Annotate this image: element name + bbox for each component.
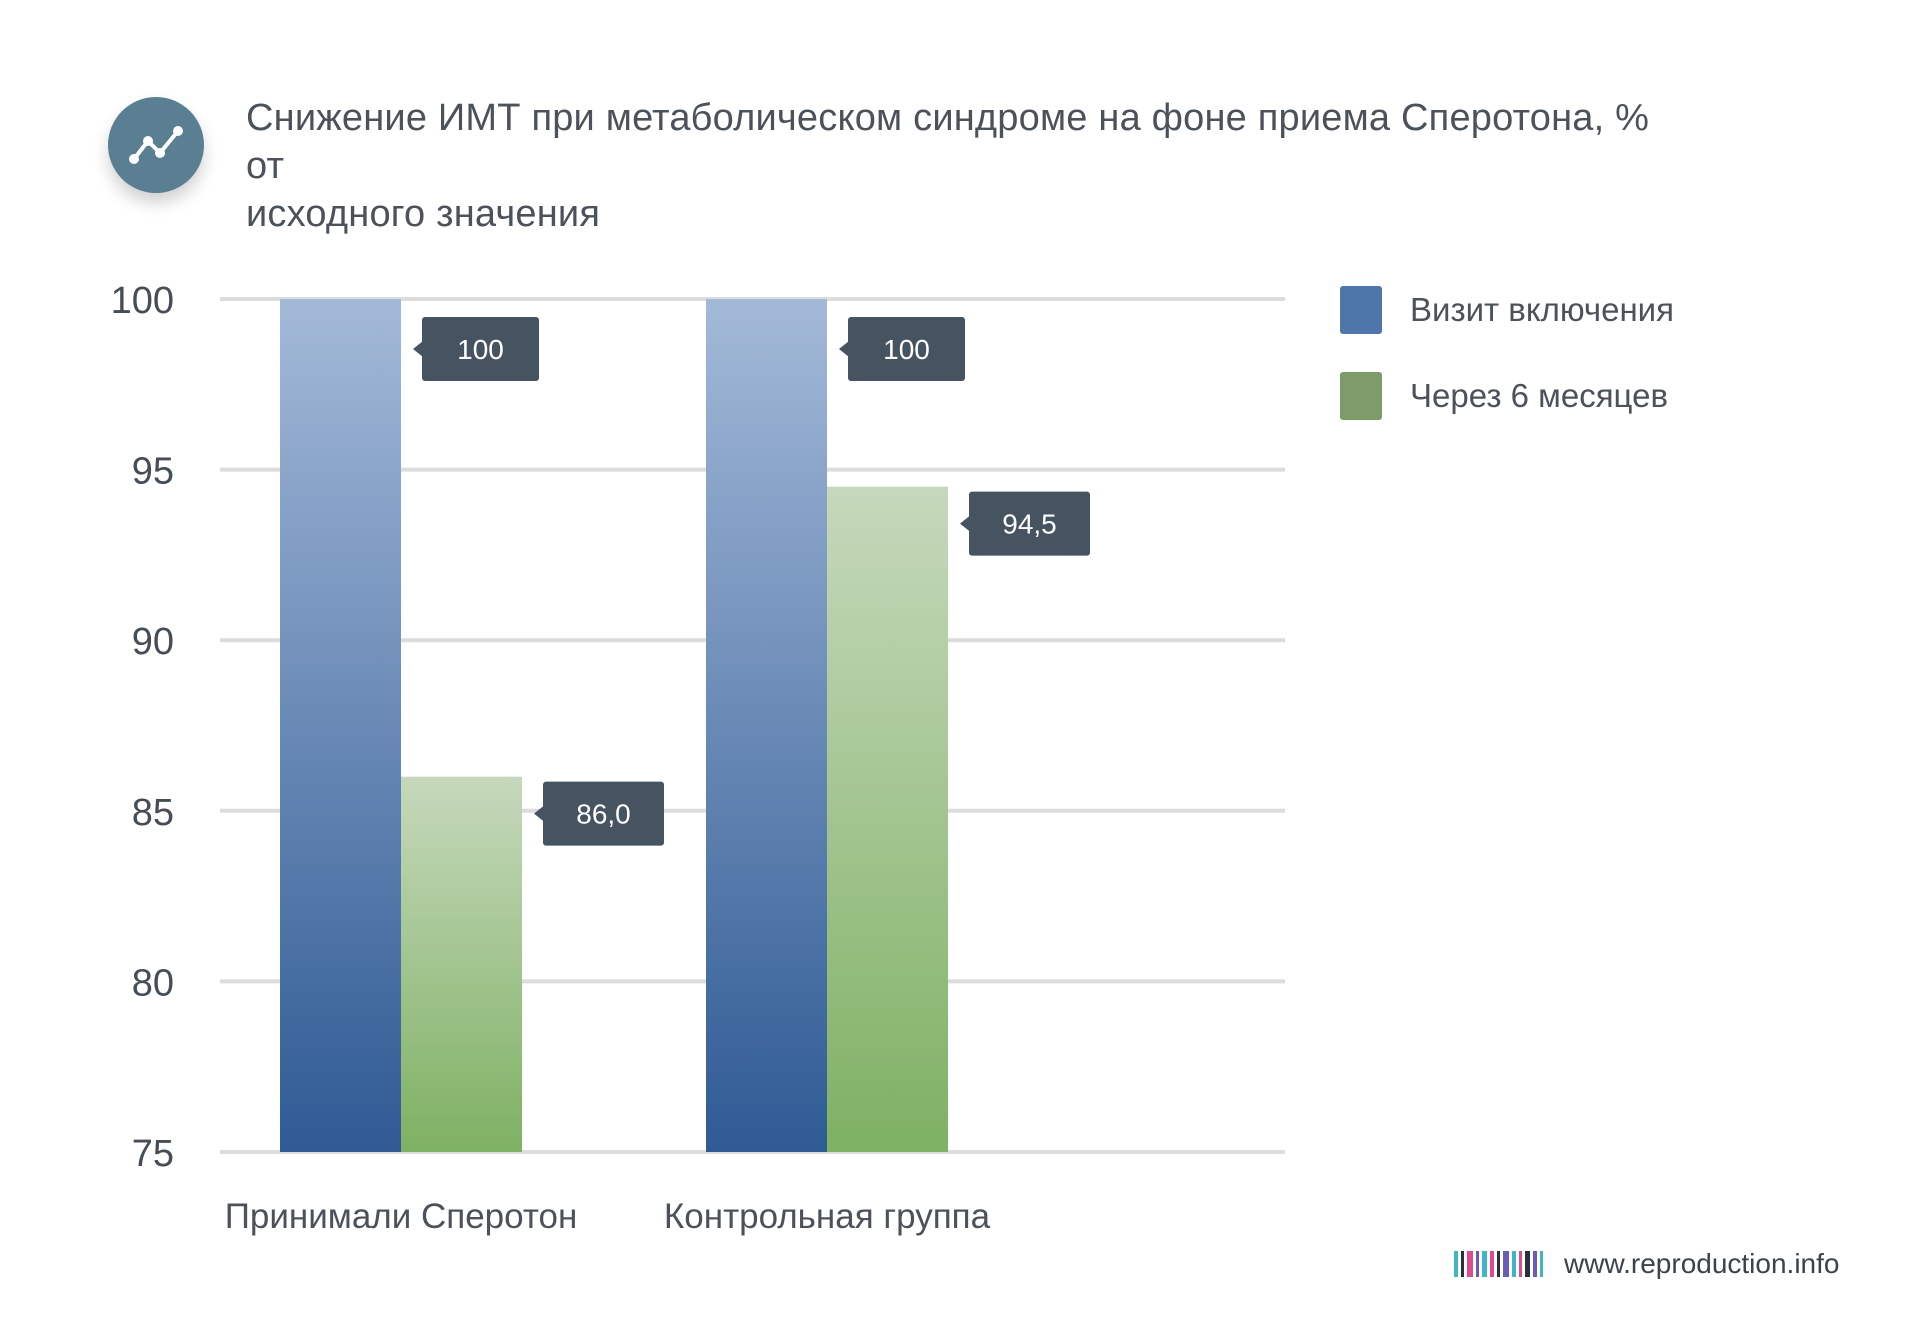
data-label-box [848,317,965,381]
trend-line-icon [108,97,204,193]
data-label: 100 [839,317,965,381]
site-link[interactable]: www.reproduction.info [1564,1248,1840,1279]
y-tick-label: 85 [132,792,174,834]
data-label-box [422,317,539,381]
data-label: 86,0 [534,781,664,846]
legend-swatch-6-months [1340,372,1382,420]
data-label-pointer [960,515,970,532]
y-tick-label: 95 [132,451,174,493]
legend-label-baseline: Визит включения [1410,291,1674,328]
barcode-stripe [1525,1251,1530,1277]
bar [827,486,948,1152]
barcode-stripe [1467,1251,1473,1277]
barcode-stripe [1454,1251,1458,1277]
data-label-text: 86,0 [576,799,631,830]
data-label-box [543,781,664,846]
data-label-text: 100 [457,334,504,365]
data-label-text: 94,5 [1002,509,1057,540]
y-tick-label: 100 [111,280,174,322]
chart-title-line2: исходного значения [246,193,601,235]
barcode-stripe [1519,1251,1522,1277]
barcode-logo [1454,1251,1546,1277]
bar [401,776,522,1152]
barcode-stripe [1540,1251,1543,1277]
data-label: 100 [413,317,539,381]
bars [280,299,948,1152]
barcode-stripe [1476,1251,1479,1277]
y-tick-label: 80 [132,962,174,1004]
data-label-text: 100 [883,334,930,365]
data-label-box [969,491,1090,556]
y-tick-label: 90 [132,621,174,663]
barcode-stripe [1497,1251,1500,1277]
data-label-pointer [534,805,544,822]
y-tick-label: 75 [132,1133,174,1175]
legend-swatch-baseline [1340,286,1382,334]
y-axis-ticks: 75 80 85 90 95 100 [111,280,174,1175]
barcode-stripe [1490,1251,1494,1277]
barcode-stripe [1482,1251,1487,1277]
chart-title-line1: Снижение ИМТ при метаболическом синдроме… [246,97,1650,187]
footer: www.reproduction.info [1454,1248,1839,1280]
bar [280,299,401,1152]
data-label: 94,5 [960,491,1090,556]
barcode-stripe [1512,1251,1516,1277]
legend-label-6-months: Через 6 месяцев [1410,377,1668,414]
chart-title: Снижение ИМТ при метаболическом синдроме… [246,94,1686,238]
data-label-pointer [413,341,423,357]
x-axis-ticks: Принимали Сперотон Контрольная группа [225,1197,991,1236]
x-tick-label: Контрольная группа [664,1197,991,1236]
barcode-stripe [1533,1251,1537,1277]
data-labels: 100 86,0 100 94,5 [413,317,1090,846]
x-tick-label: Принимали Сперотон [225,1197,578,1236]
data-label-pointer [839,341,849,357]
bar [706,299,827,1152]
barcode-stripe [1503,1251,1509,1277]
barcode-stripe [1461,1251,1464,1277]
